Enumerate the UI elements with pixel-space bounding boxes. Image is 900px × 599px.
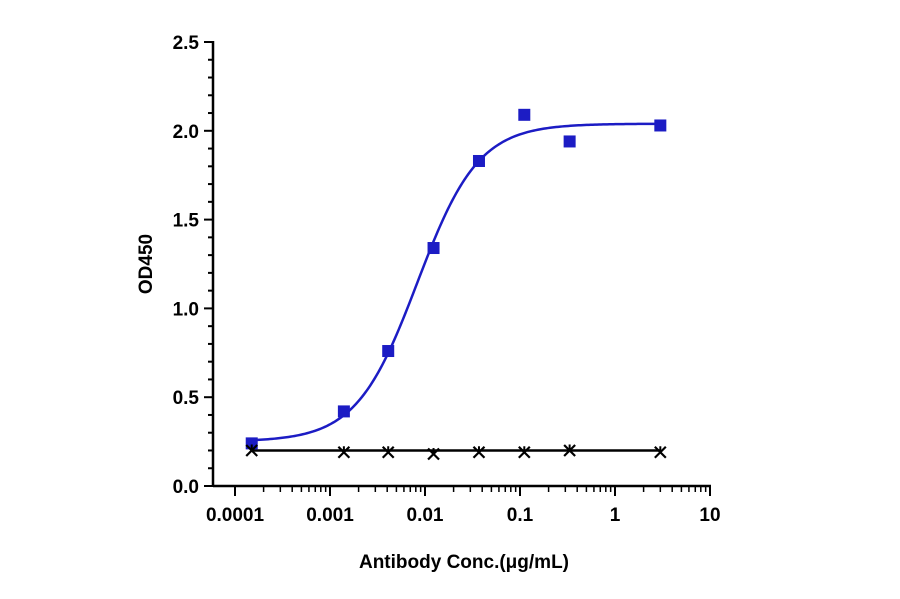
y-tick-label: 1.5 [173, 211, 200, 232]
x-tick-label: 1 [610, 505, 621, 526]
data-point-square [563, 135, 576, 148]
data-point-cross [472, 445, 486, 459]
axis-labels: Antibody Conc.(μg/mL) OD450 [136, 234, 569, 573]
data-point-square [472, 154, 485, 167]
y-tick-label: 1.0 [173, 299, 199, 320]
y-axis-title: OD450 [136, 234, 157, 294]
x-tick-label: 10 [699, 505, 720, 526]
data-point-cross [654, 445, 667, 459]
fit-curve-1 [251, 122, 661, 442]
data-point-cross [381, 445, 395, 459]
data-point-cross [563, 444, 576, 457]
fit-curves [251, 122, 661, 452]
x-tick-label: 0.0001 [206, 505, 265, 526]
axes: 0.0 0.5 1.0 1.5 2.0 2.5 0.0001 0.001 0.01 0.1 1 10 [173, 33, 721, 526]
y-tick-label: 0.5 [173, 388, 200, 409]
y-tick-label: 0.0 [173, 477, 199, 498]
x-tick-label: 0.1 [507, 505, 534, 526]
y-tick-label: 2.5 [173, 33, 200, 54]
x-tick-label: 0.001 [306, 505, 354, 526]
data-point-square [382, 345, 395, 358]
data-point-cross [337, 445, 351, 459]
y-tick-label: 2.0 [173, 122, 199, 143]
data-point-cross [245, 444, 259, 457]
data-point-cross [518, 445, 531, 459]
data-point-square [518, 108, 531, 121]
x-tick-label: 0.01 [407, 505, 444, 526]
data-points [245, 108, 667, 461]
data-point-cross [427, 447, 440, 461]
x-axis-title: Antibody Conc.(μg/mL) [359, 552, 569, 573]
data-point-square [654, 119, 667, 132]
data-point-square [427, 242, 440, 255]
data-point-square [337, 405, 350, 418]
